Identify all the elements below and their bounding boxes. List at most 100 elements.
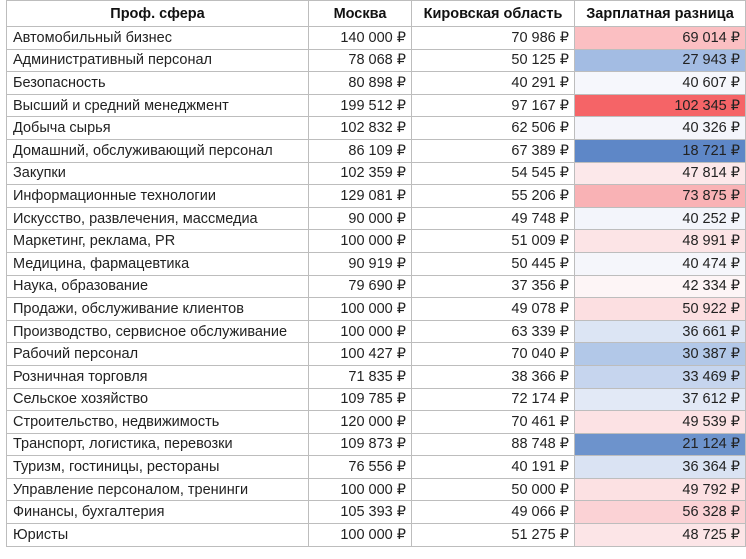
cell-kirov: 55 206 ₽ xyxy=(411,184,575,208)
cell-sphere: Юристы xyxy=(6,523,309,547)
cell-sphere: Управление персоналом, тренинги xyxy=(6,477,309,502)
cell-kirov: 38 366 ₽ xyxy=(411,364,575,389)
table-row: Высший и средний менеджмент 199 512 ₽97 1… xyxy=(6,93,746,118)
cell-moscow: 100 000 ₽ xyxy=(308,319,412,344)
table-row: Домашний, обслуживающий персонал 86 109 ₽… xyxy=(6,138,746,163)
cell-sphere: Наука, образование xyxy=(6,274,309,299)
column-header-kirov: Кировская область xyxy=(411,0,575,27)
table-row: Сельское хозяйство 109 785 ₽72 174 ₽37 61… xyxy=(6,387,746,412)
table-row: Финансы, бухгалтерия 105 393 ₽49 066 ₽56 … xyxy=(6,500,746,525)
cell-sphere: Административный персонал xyxy=(6,48,309,73)
table-row: Информационные технологии 129 081 ₽55 206… xyxy=(6,184,746,208)
cell-difference: 21 124 ₽ xyxy=(574,432,746,457)
cell-moscow: 76 556 ₽ xyxy=(308,455,412,479)
cell-moscow: 100 000 ₽ xyxy=(308,229,412,253)
cell-sphere: Туризм, гостиницы, рестораны xyxy=(6,455,309,479)
column-header-moscow: Москва xyxy=(308,0,412,27)
cell-sphere: Сельское хозяйство xyxy=(6,387,309,412)
cell-kirov: 67 389 ₽ xyxy=(411,138,575,163)
cell-moscow: 71 835 ₽ xyxy=(308,364,412,389)
table-row: Медицина, фармацевтика 90 919 ₽50 445 ₽40… xyxy=(6,251,746,276)
header-row: Проф. сфера Москва Кировская область Зар… xyxy=(6,0,746,27)
table-row: Маркетинг, реклама, PR 100 000 ₽51 009 ₽4… xyxy=(6,229,746,253)
cell-moscow: 109 785 ₽ xyxy=(308,387,412,412)
cell-moscow: 129 081 ₽ xyxy=(308,184,412,208)
cell-difference: 50 922 ₽ xyxy=(574,297,746,321)
table-row: Производство, сервисное обслуживание 100 … xyxy=(6,319,746,344)
cell-sphere: Маркетинг, реклама, PR xyxy=(6,229,309,253)
salary-table: Проф. сфера Москва Кировская область Зар… xyxy=(6,0,746,547)
cell-sphere: Розничная торговля xyxy=(6,364,309,389)
table-body: Автомобильный бизнес 140 000 ₽70 986 ₽69 … xyxy=(6,26,746,547)
cell-kirov: 51 009 ₽ xyxy=(411,229,575,253)
cell-difference: 69 014 ₽ xyxy=(574,26,746,50)
cell-sphere: Безопасность xyxy=(6,71,309,95)
cell-moscow: 100 427 ₽ xyxy=(308,342,412,366)
table-row: Искусство, развлечения, массмедиа 90 000 … xyxy=(6,206,746,231)
cell-moscow: 102 359 ₽ xyxy=(308,161,412,186)
cell-difference: 40 326 ₽ xyxy=(574,116,746,140)
cell-difference: 40 474 ₽ xyxy=(574,251,746,276)
cell-sphere: Искусство, развлечения, массмедиа xyxy=(6,206,309,231)
cell-kirov: 70 040 ₽ xyxy=(411,342,575,366)
cell-difference: 49 539 ₽ xyxy=(574,410,746,434)
table-row: Рабочий персонал 100 427 ₽70 040 ₽30 387 … xyxy=(6,342,746,366)
table-row: Продажи, обслуживание клиентов 100 000 ₽4… xyxy=(6,297,746,321)
cell-moscow: 100 000 ₽ xyxy=(308,523,412,547)
cell-kirov: 88 748 ₽ xyxy=(411,432,575,457)
cell-difference: 33 469 ₽ xyxy=(574,364,746,389)
cell-sphere: Высший и средний менеджмент xyxy=(6,93,309,118)
cell-difference: 48 991 ₽ xyxy=(574,229,746,253)
cell-kirov: 49 748 ₽ xyxy=(411,206,575,231)
cell-kirov: 40 291 ₽ xyxy=(411,71,575,95)
cell-kirov: 37 356 ₽ xyxy=(411,274,575,299)
cell-difference: 48 725 ₽ xyxy=(574,523,746,547)
cell-moscow: 86 109 ₽ xyxy=(308,138,412,163)
cell-kirov: 70 986 ₽ xyxy=(411,26,575,50)
cell-kirov: 40 191 ₽ xyxy=(411,455,575,479)
cell-kirov: 49 078 ₽ xyxy=(411,297,575,321)
table-row: Розничная торговля 71 835 ₽38 366 ₽33 469… xyxy=(6,364,746,389)
cell-sphere: Закупки xyxy=(6,161,309,186)
cell-kirov: 62 506 ₽ xyxy=(411,116,575,140)
cell-sphere: Транспорт, логистика, перевозки xyxy=(6,432,309,457)
table-row: Закупки 102 359 ₽54 545 ₽47 814 ₽ xyxy=(6,161,746,186)
cell-kirov: 50 000 ₽ xyxy=(411,477,575,502)
cell-moscow: 140 000 ₽ xyxy=(308,26,412,50)
table-row: Автомобильный бизнес 140 000 ₽70 986 ₽69 … xyxy=(6,26,746,50)
cell-difference: 49 792 ₽ xyxy=(574,477,746,502)
cell-difference: 36 364 ₽ xyxy=(574,455,746,479)
cell-difference: 40 607 ₽ xyxy=(574,71,746,95)
cell-difference: 27 943 ₽ xyxy=(574,48,746,73)
column-header-difference: Зарплатная разница xyxy=(574,0,746,27)
table-row: Транспорт, логистика, перевозки 109 873 ₽… xyxy=(6,432,746,457)
cell-difference: 102 345 ₽ xyxy=(574,93,746,118)
cell-moscow: 90 000 ₽ xyxy=(308,206,412,231)
cell-difference: 42 334 ₽ xyxy=(574,274,746,299)
cell-sphere: Информационные технологии xyxy=(6,184,309,208)
cell-moscow: 109 873 ₽ xyxy=(308,432,412,457)
table-row: Административный персонал 78 068 ₽50 125 … xyxy=(6,48,746,73)
cell-sphere: Медицина, фармацевтика xyxy=(6,251,309,276)
column-header-sphere: Проф. сфера xyxy=(6,0,309,27)
cell-difference: 36 661 ₽ xyxy=(574,319,746,344)
cell-difference: 73 875 ₽ xyxy=(574,184,746,208)
cell-difference: 47 814 ₽ xyxy=(574,161,746,186)
cell-difference: 56 328 ₽ xyxy=(574,500,746,525)
cell-moscow: 100 000 ₽ xyxy=(308,477,412,502)
cell-sphere: Добыча сырья xyxy=(6,116,309,140)
table-row: Строительство, недвижимость 120 000 ₽70 4… xyxy=(6,410,746,434)
cell-kirov: 70 461 ₽ xyxy=(411,410,575,434)
cell-difference: 30 387 ₽ xyxy=(574,342,746,366)
cell-difference: 40 252 ₽ xyxy=(574,206,746,231)
cell-kirov: 72 174 ₽ xyxy=(411,387,575,412)
cell-kirov: 97 167 ₽ xyxy=(411,93,575,118)
table-row: Добыча сырья 102 832 ₽62 506 ₽40 326 ₽ xyxy=(6,116,746,140)
table-row: Наука, образование 79 690 ₽37 356 ₽42 334… xyxy=(6,274,746,299)
cell-sphere: Строительство, недвижимость xyxy=(6,410,309,434)
cell-moscow: 120 000 ₽ xyxy=(308,410,412,434)
cell-sphere: Домашний, обслуживающий персонал xyxy=(6,138,309,163)
cell-difference: 18 721 ₽ xyxy=(574,138,746,163)
table-row: Туризм, гостиницы, рестораны 76 556 ₽40 1… xyxy=(6,455,746,479)
cell-moscow: 199 512 ₽ xyxy=(308,93,412,118)
